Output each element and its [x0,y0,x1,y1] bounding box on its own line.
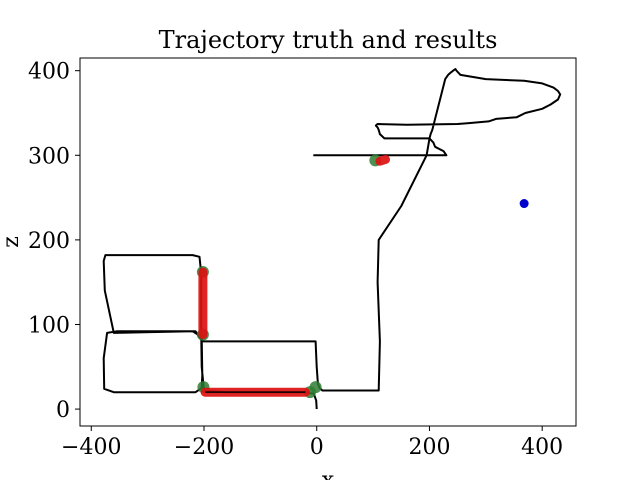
y-tick-label: 400 [28,60,70,85]
x-tick-label: 0 [310,435,324,460]
y-tick-label: 300 [28,144,70,169]
x-tick-label: −200 [174,435,234,460]
chart-title: Trajectory truth and results [159,26,498,54]
x-tick-label: −400 [61,435,121,460]
green-marker-4 [309,381,322,394]
axes-frame [79,57,577,427]
x-tick-label: 400 [521,435,563,460]
x-axis: −400 −200 0 200 400 [61,426,563,460]
y-tick-label: 200 [28,229,70,254]
result-segment-2 [375,155,390,166]
truth-path-line [102,68,562,410]
y-tick-label: 0 [56,398,70,423]
x-axis-label: x [322,468,335,480]
x-tick-label: 200 [408,435,450,460]
y-tick-label: 100 [28,313,70,338]
y-axis-label: z [0,236,24,248]
blue-marker [519,199,529,209]
y-axis: 0 100 200 300 400 [28,60,80,423]
plot-area [102,68,562,410]
